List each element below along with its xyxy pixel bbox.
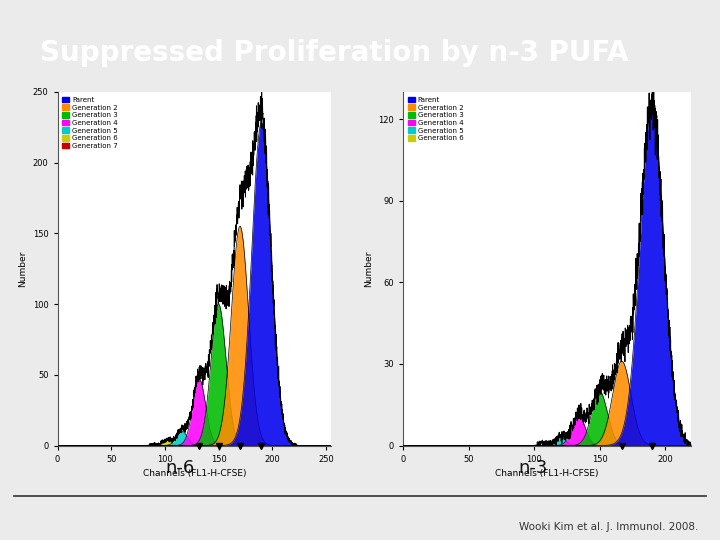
Text: Wooki Kim et al. J. Immunol. 2008.: Wooki Kim et al. J. Immunol. 2008. (519, 522, 698, 531)
Text: n-6: n-6 (166, 460, 194, 477)
X-axis label: Channels (FL1-H-CFSE): Channels (FL1-H-CFSE) (143, 469, 246, 478)
Legend: Parent, Generation 2, Generation 3, Generation 4, Generation 5, Generation 6: Parent, Generation 2, Generation 3, Gene… (407, 95, 465, 143)
Legend: Parent, Generation 2, Generation 3, Generation 4, Generation 5, Generation 6, Ge: Parent, Generation 2, Generation 3, Gene… (61, 95, 120, 150)
Text: n-3: n-3 (518, 460, 547, 477)
Text: Suppressed Proliferation by n-3 PUFA: Suppressed Proliferation by n-3 PUFA (40, 39, 629, 68)
Y-axis label: Number: Number (18, 251, 27, 287)
Y-axis label: Number: Number (364, 251, 373, 287)
X-axis label: Channels (FL1-H-CFSE): Channels (FL1-H-CFSE) (495, 469, 599, 478)
